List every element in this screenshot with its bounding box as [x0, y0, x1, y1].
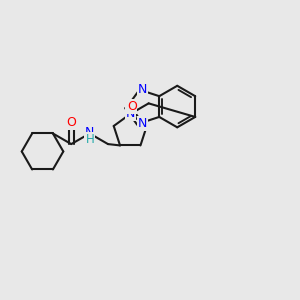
Text: N: N: [126, 107, 135, 121]
Text: N: N: [85, 126, 94, 139]
Text: N: N: [138, 83, 147, 96]
Text: O: O: [66, 116, 76, 129]
Text: O: O: [127, 100, 136, 113]
Text: N: N: [138, 117, 147, 130]
Text: H: H: [85, 133, 94, 146]
